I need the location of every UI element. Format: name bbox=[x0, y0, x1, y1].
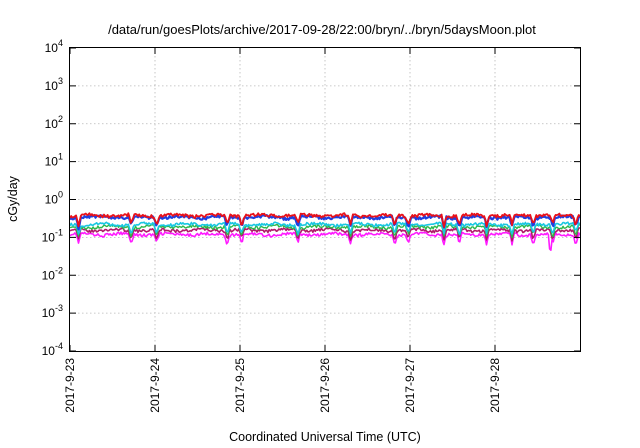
series-line bbox=[69, 221, 581, 236]
plot-frame bbox=[69, 47, 581, 352]
y-tick-label: 104 bbox=[45, 38, 63, 55]
y-axis-label: cGy/day bbox=[6, 175, 20, 222]
x-tick-label: 2017-9-27 bbox=[403, 358, 417, 413]
y-tick-label: 10-1 bbox=[42, 227, 63, 244]
series-line bbox=[69, 227, 580, 242]
y-tick-label: 100 bbox=[45, 190, 63, 207]
x-tick-label: 2017-9-28 bbox=[488, 358, 502, 413]
y-tick-label: 10-2 bbox=[42, 265, 63, 282]
series-line bbox=[69, 231, 581, 251]
grid bbox=[70, 48, 580, 351]
data-series bbox=[69, 212, 581, 251]
y-tick-label: 102 bbox=[45, 114, 63, 131]
x-tick-label: 2017-9-24 bbox=[148, 358, 162, 413]
series-line bbox=[69, 212, 581, 228]
x-tick-label: 2017-9-26 bbox=[318, 358, 332, 413]
y-axis: 10-4 10-3 10-2 10-1 100 101 102 103 104 bbox=[42, 38, 580, 358]
x-tick-label: 2017-9-23 bbox=[63, 358, 77, 413]
y-tick-label: 101 bbox=[45, 152, 63, 169]
x-axis-label: Coordinated Universal Time (UTC) bbox=[229, 430, 421, 444]
y-tick-label: 10-4 bbox=[42, 341, 63, 358]
chart-title: /data/run/goesPlots/archive/2017-09-28/2… bbox=[108, 22, 536, 37]
x-tick-label: 2017-9-25 bbox=[233, 358, 247, 413]
y-tick-label: 10-3 bbox=[42, 303, 63, 320]
x-axis: 2017-9-23 2017-9-24 2017-9-25 2017-9-26 2017… bbox=[63, 48, 502, 413]
y-tick-label: 103 bbox=[45, 76, 63, 93]
